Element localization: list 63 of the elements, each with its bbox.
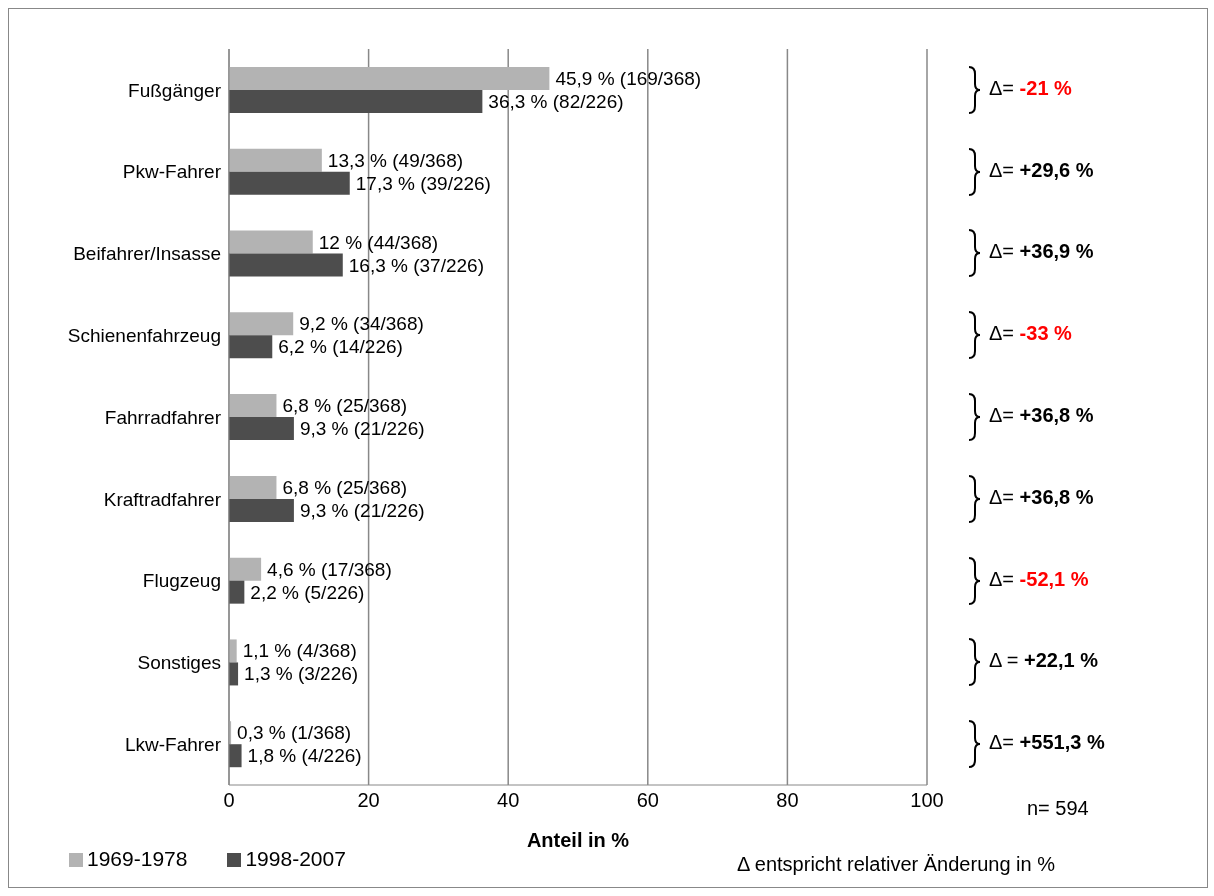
data-label: 6,8 % (25/368)	[282, 395, 408, 417]
x-tick-label: 0	[223, 789, 235, 812]
data-label: 1,3 % (3/226)	[244, 663, 359, 685]
x-tick-label: 20	[357, 789, 380, 812]
text: Δ= -33 %	[989, 322, 1072, 346]
text: Δ= +36,8 %	[989, 404, 1094, 427]
x-tick-label: 100	[910, 789, 944, 812]
data-label: 6,8 % (25/368)	[282, 476, 408, 498]
y-tick-label: Pkw-Fahrer	[122, 161, 222, 183]
text: Δ= +29,6 %	[989, 158, 1094, 182]
y-tick-label: Schienenfahrzeug	[67, 324, 221, 346]
x-tick-label: 40	[497, 789, 520, 812]
bar	[229, 417, 294, 441]
text: Δ entspricht relativer Änderung in %	[737, 853, 1055, 876]
bar	[229, 89, 483, 113]
y-tick-label: Lkw-Fahrer	[124, 733, 222, 755]
bar	[229, 253, 343, 277]
data-label: 0,3 % (1/368)	[237, 722, 352, 744]
data-label: 4,6 % (17/368)	[267, 558, 392, 580]
y-tick-label: Flugzeug	[142, 570, 221, 592]
bar	[229, 639, 237, 663]
bar	[229, 498, 294, 522]
bar	[229, 394, 277, 418]
data-label: 9,3 % (21/226)	[299, 499, 425, 521]
bar	[229, 335, 273, 359]
bar	[229, 744, 242, 768]
data-label: 45,9 % (169/368)	[555, 67, 702, 89]
data-label: 36,3 % (82/226)	[488, 90, 624, 112]
text: Δ= -21 %	[989, 76, 1072, 100]
text: Δ= +36,8 %	[989, 485, 1094, 509]
data-label: 12 % (44/368)	[318, 231, 439, 253]
bar	[229, 312, 294, 336]
y-tick-label: Fahrradfahrer	[104, 406, 222, 428]
legend-label: 1998-2007	[245, 847, 346, 870]
data-label: 9,2 % (34/368)	[299, 313, 424, 335]
data-label: 6,2 % (14/226)	[278, 336, 403, 358]
bar	[229, 148, 322, 172]
bar	[229, 475, 277, 499]
legend-label: 1969-1978	[87, 847, 188, 870]
data-label: 1,1 % (4/368)	[242, 640, 357, 662]
x-tick-label: 60	[636, 789, 659, 812]
text: Δ = +22,1 %	[989, 649, 1099, 673]
text: Δ= +36,9 %	[989, 240, 1094, 264]
y-tick-label: Beifahrer/Insasse	[73, 243, 221, 265]
bar	[229, 171, 350, 195]
text: Δ= +551,3 %	[989, 731, 1105, 755]
data-label: 16,3 % (37/226)	[348, 254, 484, 276]
y-tick-label: Fußgänger	[128, 79, 222, 101]
bar	[229, 230, 313, 254]
bar	[229, 66, 550, 90]
data-label: 13,3 % (49/368)	[327, 149, 464, 171]
x-tick-label: 80	[776, 789, 799, 812]
y-tick-label: Kraftradfahrer	[103, 488, 222, 510]
data-label: 1,8 % (4/226)	[247, 745, 362, 767]
text: Δ= -52,1 %	[989, 567, 1089, 591]
bar	[229, 557, 262, 581]
text: n= 594	[1027, 797, 1089, 820]
x-axis-title: Anteil in %	[526, 829, 630, 851]
y-tick-label: Sonstiges	[137, 652, 221, 674]
data-label: 17,3 % (39/226)	[355, 172, 491, 194]
bar	[229, 580, 245, 604]
data-label: 2,2 % (5/226)	[250, 581, 365, 603]
data-label: 9,3 % (21/226)	[299, 418, 425, 440]
